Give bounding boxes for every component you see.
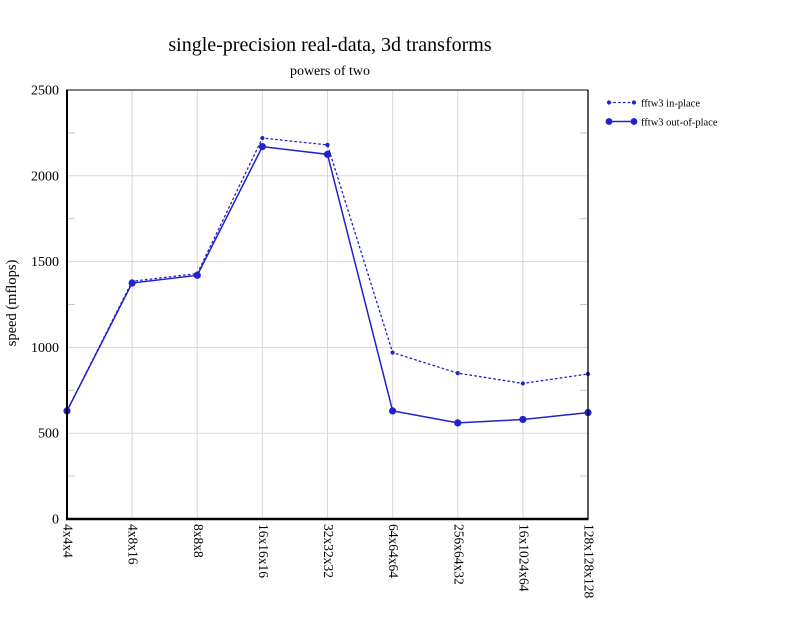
y-tick-label: 1500 — [31, 255, 59, 270]
legend-item-inplace: fftw3 in-place — [606, 99, 700, 110]
data-point — [389, 407, 397, 415]
y-tick-label: 2000 — [31, 169, 59, 184]
series-group — [63, 135, 592, 427]
y-tick-label: 500 — [38, 427, 59, 442]
data-point — [455, 371, 460, 376]
x-tick-label: 16x1024x64 — [516, 524, 531, 592]
legend-marker-dot-icon — [630, 118, 638, 125]
x-tick-label: 4x8x16 — [126, 524, 141, 565]
data-point — [519, 415, 527, 424]
x-tick-label: 32x32x32 — [321, 524, 336, 578]
y-axis-label: speed (mflops) — [4, 260, 20, 347]
x-tick-label: 256x64x32 — [451, 524, 466, 585]
y-tick-label: 0 — [52, 513, 59, 528]
legend-marker-dot-icon — [605, 118, 613, 125]
legend-marker-dot-icon — [606, 100, 612, 105]
x-tick-label: 4x4x4 — [61, 524, 76, 558]
data-point — [325, 142, 330, 148]
minor-ticks — [68, 132, 587, 477]
data-point — [454, 419, 462, 427]
plot-frame — [66, 89, 589, 521]
legend-label-outofplace: fftw3 out-of-place — [641, 118, 718, 129]
data-point — [323, 150, 332, 158]
legend-label-inplace: fftw3 in-place — [641, 99, 700, 110]
tick-labels: 0 500 1000 1500 2000 2500 4x4x4 4x8x16 8x8x8 16x1… — [31, 84, 597, 599]
y-tick-label: 1000 — [31, 341, 59, 356]
data-point — [258, 143, 266, 151]
x-tick-label: 64x64x64 — [386, 524, 401, 578]
data-point — [193, 271, 201, 279]
x-tick-label: 8x8x8 — [191, 524, 206, 558]
data-point — [260, 135, 265, 141]
data-point — [520, 381, 525, 386]
chart-subtitle: powers of two — [290, 64, 370, 79]
legend: fftw3 in-place fftw3 out-of-place — [605, 99, 718, 129]
x-tick-label: 128x128x128 — [582, 524, 597, 599]
y-tick-label: 2500 — [31, 84, 59, 99]
chart-title: single-precision real-data, 3d transform… — [168, 34, 491, 56]
x-tick-label: 16x16x16 — [256, 524, 271, 578]
data-point — [128, 279, 136, 287]
data-point — [390, 350, 395, 355]
legend-item-outofplace: fftw3 out-of-place — [605, 118, 718, 129]
legend-marker-dot-icon — [631, 100, 637, 105]
